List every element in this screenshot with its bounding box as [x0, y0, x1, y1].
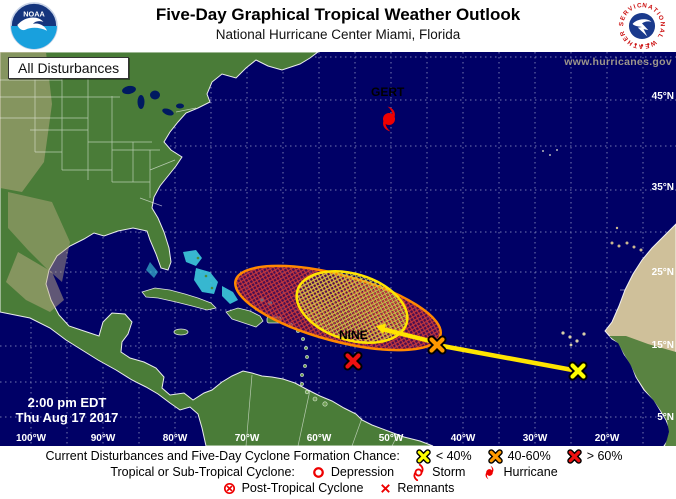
great-lakes: [122, 85, 184, 116]
legend-item-hurricane: Hurricane: [481, 464, 558, 481]
lat-label-25n: 25°N: [651, 267, 674, 278]
legend-item-label: Depression: [330, 465, 395, 479]
mode-label: All Disturbances: [8, 57, 130, 79]
outlook-map[interactable]: All Disturbances www.hurricanes.gov GERT…: [0, 52, 676, 446]
disturbance-name-label: NINE: [339, 328, 368, 342]
legend-item-40-60: 40-60%: [487, 448, 551, 464]
lon-label-40w: 40°W: [450, 433, 476, 444]
lon-label-90w: 90°W: [90, 433, 116, 444]
legend-item-storm: Storm: [410, 463, 466, 481]
legend-item-remnants: Remnants: [379, 481, 454, 495]
storm-icon: [410, 463, 427, 481]
legend-row-cyclone: Tropical or Sub-Tropical Cyclone: Depres…: [0, 463, 676, 481]
legend-item-label: Remnants: [397, 481, 455, 495]
map-graphic: [0, 52, 676, 446]
watermark-link[interactable]: www.hurricanes.gov: [564, 56, 672, 68]
lon-label-20w: 20°W: [594, 433, 620, 444]
noaa-logo-icon: NOAA: [10, 2, 58, 50]
americas-landmass: [0, 52, 434, 446]
remnants-x-icon: [379, 482, 392, 495]
lon-label-80w: 80°W: [162, 433, 188, 444]
lat-label-5n: 5°N: [657, 412, 674, 423]
hurricane-legend-icon: [481, 464, 498, 481]
legend-item-label: Hurricane: [503, 465, 558, 479]
timestamp-date: Thu Aug 17 2017: [15, 410, 119, 425]
lon-label-60w: 60°W: [306, 433, 332, 444]
desert-tint: [0, 52, 70, 312]
legend-item-label: Post-Tropical Cyclone: [241, 481, 364, 495]
legend-row-post-tropical: Post-Tropical Cyclone Remnants: [0, 480, 676, 496]
timestamp-time: 2:00 pm EDT: [27, 395, 107, 410]
motion-arrow-icon: [376, 323, 386, 334]
post-tropical-icon: [222, 481, 237, 496]
nws-logo-icon: NATIONAL WEATHER SERVICE: [618, 2, 665, 50]
legend-item-label: 40-60%: [507, 449, 551, 463]
formation-area-lt40[interactable]: [288, 259, 416, 355]
legend-formation-prefix: Current Disturbances and Five-Day Cyclon…: [45, 449, 400, 463]
header: NOAA Five-Day Graphical Tropical Weather…: [0, 0, 676, 52]
lon-label-50w: 50°W: [378, 433, 404, 444]
lat-label-15n: 15°N: [651, 340, 674, 351]
depression-icon: [311, 465, 326, 480]
marker-x-gt60[interactable]: [343, 351, 363, 371]
marker-x-lt40[interactable]: [568, 361, 588, 381]
legend-cyclone-prefix: Tropical or Sub-Tropical Cyclone:: [110, 465, 295, 479]
marker-x-40-60[interactable]: [427, 335, 447, 355]
legend-item-depression: Depression: [311, 465, 394, 480]
africa-green-south: [609, 336, 676, 446]
lon-label-100w: 100°W: [15, 433, 47, 444]
hurricane-icon[interactable]: [383, 106, 395, 132]
x-marker-yellow-icon: [416, 448, 431, 464]
noaa-logo-text: NOAA: [23, 10, 45, 19]
bahamas-islands: [196, 256, 214, 290]
legend-item-gt60: > 60%: [566, 448, 623, 464]
lon-label-30w: 30°W: [522, 433, 548, 444]
timestamp: 2:00 pm EDT Thu Aug 17 2017: [8, 395, 126, 425]
legend-row-formation: Current Disturbances and Five-Day Cyclon…: [0, 448, 676, 464]
lat-label-35n: 35°N: [651, 182, 674, 193]
x-marker-orange-icon: [487, 448, 503, 464]
page-subtitle: National Hurricane Center Miami, Florida: [215, 27, 461, 42]
legend-item-label: < 40%: [435, 449, 472, 463]
page-title: Five-Day Graphical Tropical Weather Outl…: [155, 5, 521, 24]
lat-label-45n: 45°N: [651, 91, 674, 102]
legend-item-label: > 60%: [586, 449, 623, 463]
legend-item-post-tropical: Post-Tropical Cyclone: [222, 481, 364, 496]
x-marker-red-icon: [566, 448, 582, 464]
cyclone-name-label: GERT: [371, 85, 405, 99]
legend-item-lt40: < 40%: [416, 448, 472, 464]
disturbance-track: [376, 323, 581, 374]
legend: Current Disturbances and Five-Day Cyclon…: [0, 446, 676, 499]
legend-item-label: Storm: [432, 465, 466, 479]
lon-label-70w: 70°W: [234, 433, 260, 444]
atlantic-islands: [542, 149, 643, 347]
